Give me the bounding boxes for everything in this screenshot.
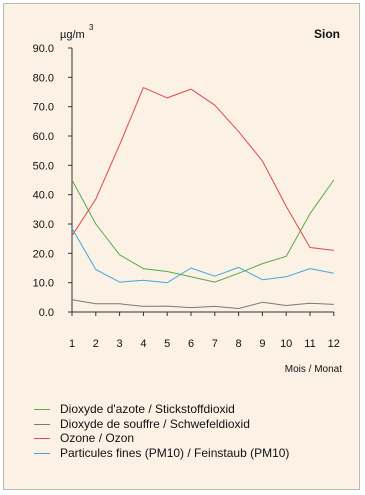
y-tick-label: 80.0 bbox=[33, 72, 54, 84]
x-axis-label: Mois / Monat bbox=[285, 364, 342, 375]
legend-label: Dioxyde de souffre / Schwefeldioxid bbox=[60, 416, 250, 431]
y-tick-label: 10.0 bbox=[33, 278, 54, 290]
x-tick-label: 3 bbox=[117, 338, 123, 350]
series-line bbox=[71, 299, 334, 309]
legend-swatch bbox=[34, 423, 50, 425]
legend-item: Ozone / Ozon bbox=[34, 431, 354, 446]
unit-label: µg/m bbox=[60, 29, 85, 41]
legend-swatch bbox=[34, 438, 50, 439]
y-tick-label: 20.0 bbox=[33, 248, 54, 260]
line-chart: µg/m 3 Sion 0.0 10.0 20.0 30.0 40.0 50.0 60.0 70.0… bbox=[33, 23, 343, 375]
legend-label: Dioxyde d'azote / Stickstoffdioxid bbox=[60, 402, 235, 416]
y-tick-label: 70.0 bbox=[33, 102, 54, 114]
legend-item: Particules fines (PM10) / Feinstaub (PM1… bbox=[34, 446, 354, 461]
chart-title: Sion bbox=[314, 27, 340, 41]
legend-item: Dioxyde de souffre / Schwefeldioxid bbox=[34, 417, 354, 432]
y-tick-label: 30.0 bbox=[33, 219, 54, 231]
x-tick-label: 4 bbox=[140, 338, 146, 350]
y-tick-label: 50.0 bbox=[33, 160, 54, 172]
series-line bbox=[71, 228, 334, 284]
x-tick-label: 8 bbox=[236, 338, 242, 350]
x-tick-label: 2 bbox=[93, 338, 99, 350]
legend-swatch bbox=[34, 409, 50, 410]
y-tick-label: 90.0 bbox=[33, 43, 54, 55]
x-tick-label: 6 bbox=[188, 338, 194, 350]
y-tick-label: 40.0 bbox=[33, 190, 54, 202]
y-tick-label: 0.0 bbox=[39, 307, 54, 319]
x-tick-label: 5 bbox=[164, 338, 170, 350]
legend-item: Dioxyde d'azote / Stickstoffdioxid bbox=[34, 402, 354, 417]
chart-panel: µg/m 3 Sion 0.0 10.0 20.0 30.0 40.0 50.0 60.0 70.0… bbox=[3, 3, 360, 490]
x-tick-label: 7 bbox=[212, 338, 218, 350]
legend-label: Particules fines (PM10) / Feinstaub (PM1… bbox=[60, 445, 290, 460]
x-tick-label: 10 bbox=[280, 338, 292, 350]
legend-swatch bbox=[34, 452, 50, 454]
series-line bbox=[71, 87, 334, 251]
chart-legend: Dioxyde d'azote / Stickstoffdioxid Dioxyd… bbox=[34, 402, 354, 460]
x-tick-label: 9 bbox=[259, 338, 265, 350]
x-tick-label: 11 bbox=[304, 338, 315, 350]
x-tick-label: 12 bbox=[328, 338, 340, 350]
legend-label: Ozone / Ozon bbox=[60, 431, 135, 445]
y-tick-label: 60.0 bbox=[33, 131, 54, 143]
unit-superscript: 3 bbox=[89, 23, 94, 32]
x-tick-label: 1 bbox=[69, 338, 75, 350]
series-line bbox=[71, 179, 335, 283]
